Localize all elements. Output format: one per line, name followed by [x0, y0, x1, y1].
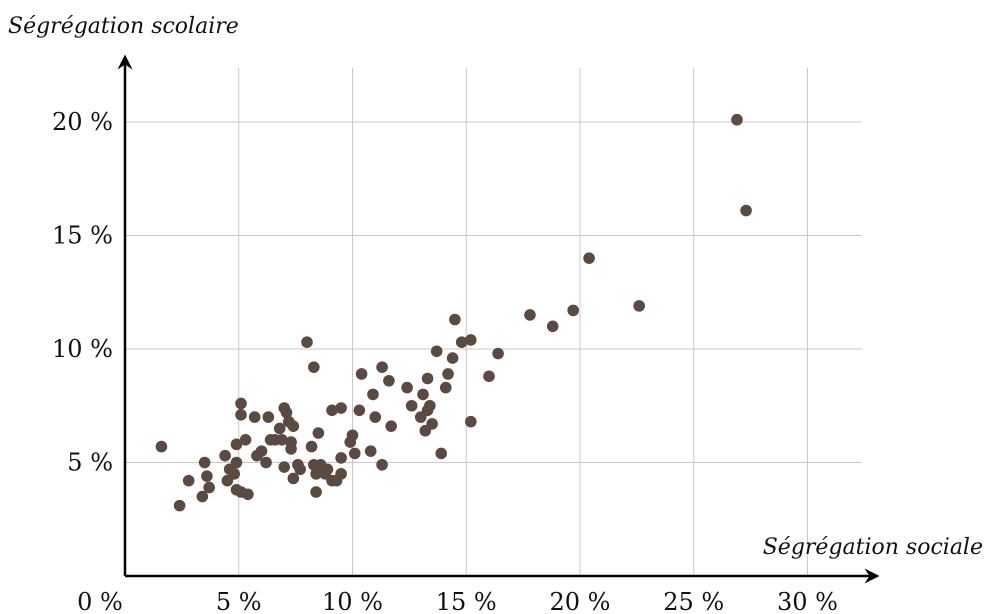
data-point	[219, 449, 231, 462]
data-point	[196, 490, 209, 503]
data-point	[155, 440, 168, 453]
data-point	[465, 415, 477, 428]
data-point	[346, 429, 359, 442]
data-point	[242, 488, 254, 501]
x-tick-label: 15 %	[436, 588, 497, 614]
data-point	[326, 404, 338, 417]
x-axis-title: Ségrégation sociale	[763, 535, 983, 560]
data-point	[401, 381, 413, 394]
data-point	[376, 458, 388, 471]
data-point	[567, 304, 579, 317]
data-point	[203, 481, 215, 494]
data-point	[455, 336, 468, 348]
data-point	[230, 438, 243, 451]
data-point	[348, 447, 361, 460]
data-point	[355, 368, 368, 380]
data-point	[287, 420, 300, 432]
data-point	[633, 300, 645, 312]
data-point	[198, 456, 211, 469]
data-point	[439, 381, 452, 394]
y-axis-title: Ségrégation scolaire	[8, 14, 239, 39]
data-point	[305, 440, 318, 453]
data-point	[248, 411, 261, 423]
data-point	[308, 361, 320, 373]
y-tick-label: 10 %	[52, 335, 113, 363]
data-point	[235, 409, 247, 421]
data-point	[449, 313, 461, 326]
data-point	[173, 499, 186, 512]
data-point	[239, 434, 252, 446]
grid-lines	[125, 68, 862, 576]
data-point	[335, 468, 347, 480]
data-point	[285, 436, 297, 448]
data-point	[235, 397, 247, 410]
data-points	[155, 113, 752, 512]
x-tick-label: 0 %	[77, 588, 123, 614]
data-point	[731, 113, 743, 126]
data-point	[230, 456, 243, 469]
x-tick-labels: 0 % 5 % 10 % 15 % 20 % 25 % 30 %	[77, 588, 838, 614]
data-point	[383, 374, 395, 387]
data-point	[405, 399, 418, 412]
data-point	[421, 372, 434, 385]
x-tick-label: 20 %	[550, 588, 611, 614]
data-point	[426, 418, 438, 430]
data-point	[424, 399, 436, 412]
x-tick-label: 25 %	[663, 588, 724, 614]
data-point	[310, 468, 322, 480]
data-point	[740, 204, 752, 217]
data-point	[367, 388, 379, 401]
data-point	[369, 411, 382, 423]
data-point	[353, 404, 366, 417]
data-point	[465, 334, 477, 346]
data-point	[335, 402, 347, 414]
data-point	[280, 406, 293, 419]
data-point	[273, 422, 286, 435]
data-point	[321, 463, 334, 476]
data-point	[364, 445, 377, 457]
data-point	[301, 336, 313, 348]
data-point	[376, 361, 388, 373]
y-tick-label: 15 %	[52, 222, 113, 250]
data-point	[201, 470, 213, 482]
data-point	[312, 427, 325, 439]
data-point	[417, 388, 429, 401]
y-tick-label: 20 %	[52, 108, 113, 136]
data-point	[446, 352, 459, 364]
data-point	[430, 345, 443, 358]
data-point	[287, 472, 300, 485]
data-point	[442, 368, 454, 380]
data-point	[335, 452, 347, 464]
data-point	[435, 447, 448, 460]
data-point	[583, 252, 595, 264]
data-point	[294, 463, 306, 476]
data-point	[385, 420, 397, 432]
data-point	[260, 456, 272, 469]
x-tick-label: 30 %	[777, 588, 838, 614]
data-point	[228, 468, 240, 480]
data-point	[278, 461, 291, 473]
data-point	[276, 434, 288, 446]
data-point	[483, 370, 495, 383]
data-point	[524, 309, 536, 321]
data-point	[255, 445, 268, 457]
data-point	[546, 320, 559, 333]
data-point	[492, 347, 504, 360]
x-tick-label: 10 %	[322, 588, 383, 614]
y-tick-label: 5 %	[67, 449, 113, 477]
x-tick-label: 5 %	[216, 588, 262, 614]
y-tick-labels: 5 % 10 % 15 % 20 %	[52, 108, 113, 477]
data-point	[182, 474, 195, 487]
data-point	[310, 486, 322, 498]
data-point	[262, 411, 275, 423]
